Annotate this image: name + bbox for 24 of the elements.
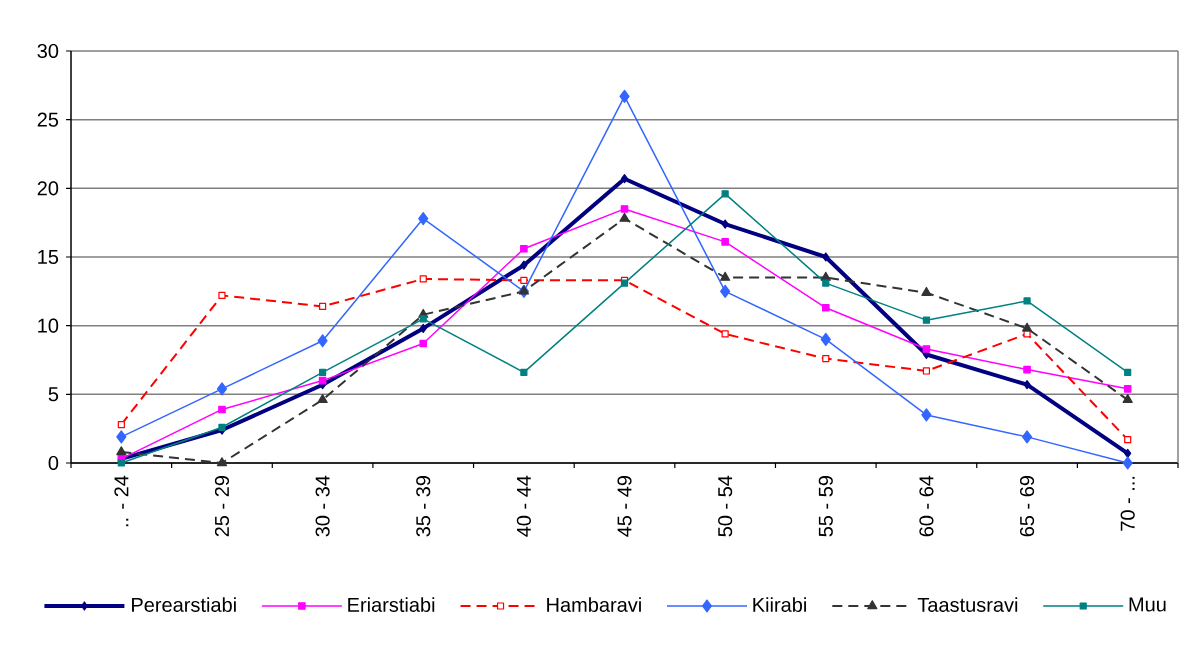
y-tick-label: 0 — [48, 455, 59, 471]
y-tick-label: 5 — [48, 387, 59, 402]
x-tick-label: 55 - 59 — [818, 476, 833, 537]
y-tick-label: 25 — [37, 112, 59, 127]
x-tick-label: 25 - 29 — [214, 476, 230, 537]
legend-label: Muu — [1129, 597, 1166, 612]
y-tick-label: 10 — [38, 318, 59, 333]
x-tick-label: 45 - 49 — [617, 476, 632, 537]
y-tick-label: 15 — [38, 250, 59, 264]
x-tick-label: 50 - 54 — [718, 475, 733, 537]
y-tick-label: 30 — [37, 43, 59, 59]
x-tick-label: .. - 24 — [114, 475, 129, 527]
x-tick-label: 35 - 39 — [416, 476, 431, 537]
legend-label: Eriarstiabi — [348, 597, 435, 612]
x-tick-label: 40 - 44 — [516, 475, 531, 537]
x-tick-label: 65 - 69 — [1019, 476, 1035, 537]
legend-label: Perearstiabi — [132, 597, 236, 612]
x-tick-label: 30 - 34 — [315, 475, 330, 537]
y-tick-label: 20 — [37, 181, 59, 196]
x-tick-label: 60 - 64 — [919, 475, 934, 537]
x-tick-label: 70 - ... — [1120, 476, 1135, 531]
legend-label: Kiirabi — [753, 597, 806, 612]
legend-label: Taastusravi — [917, 597, 1018, 612]
legend-label: Hambaravi — [547, 597, 641, 612]
